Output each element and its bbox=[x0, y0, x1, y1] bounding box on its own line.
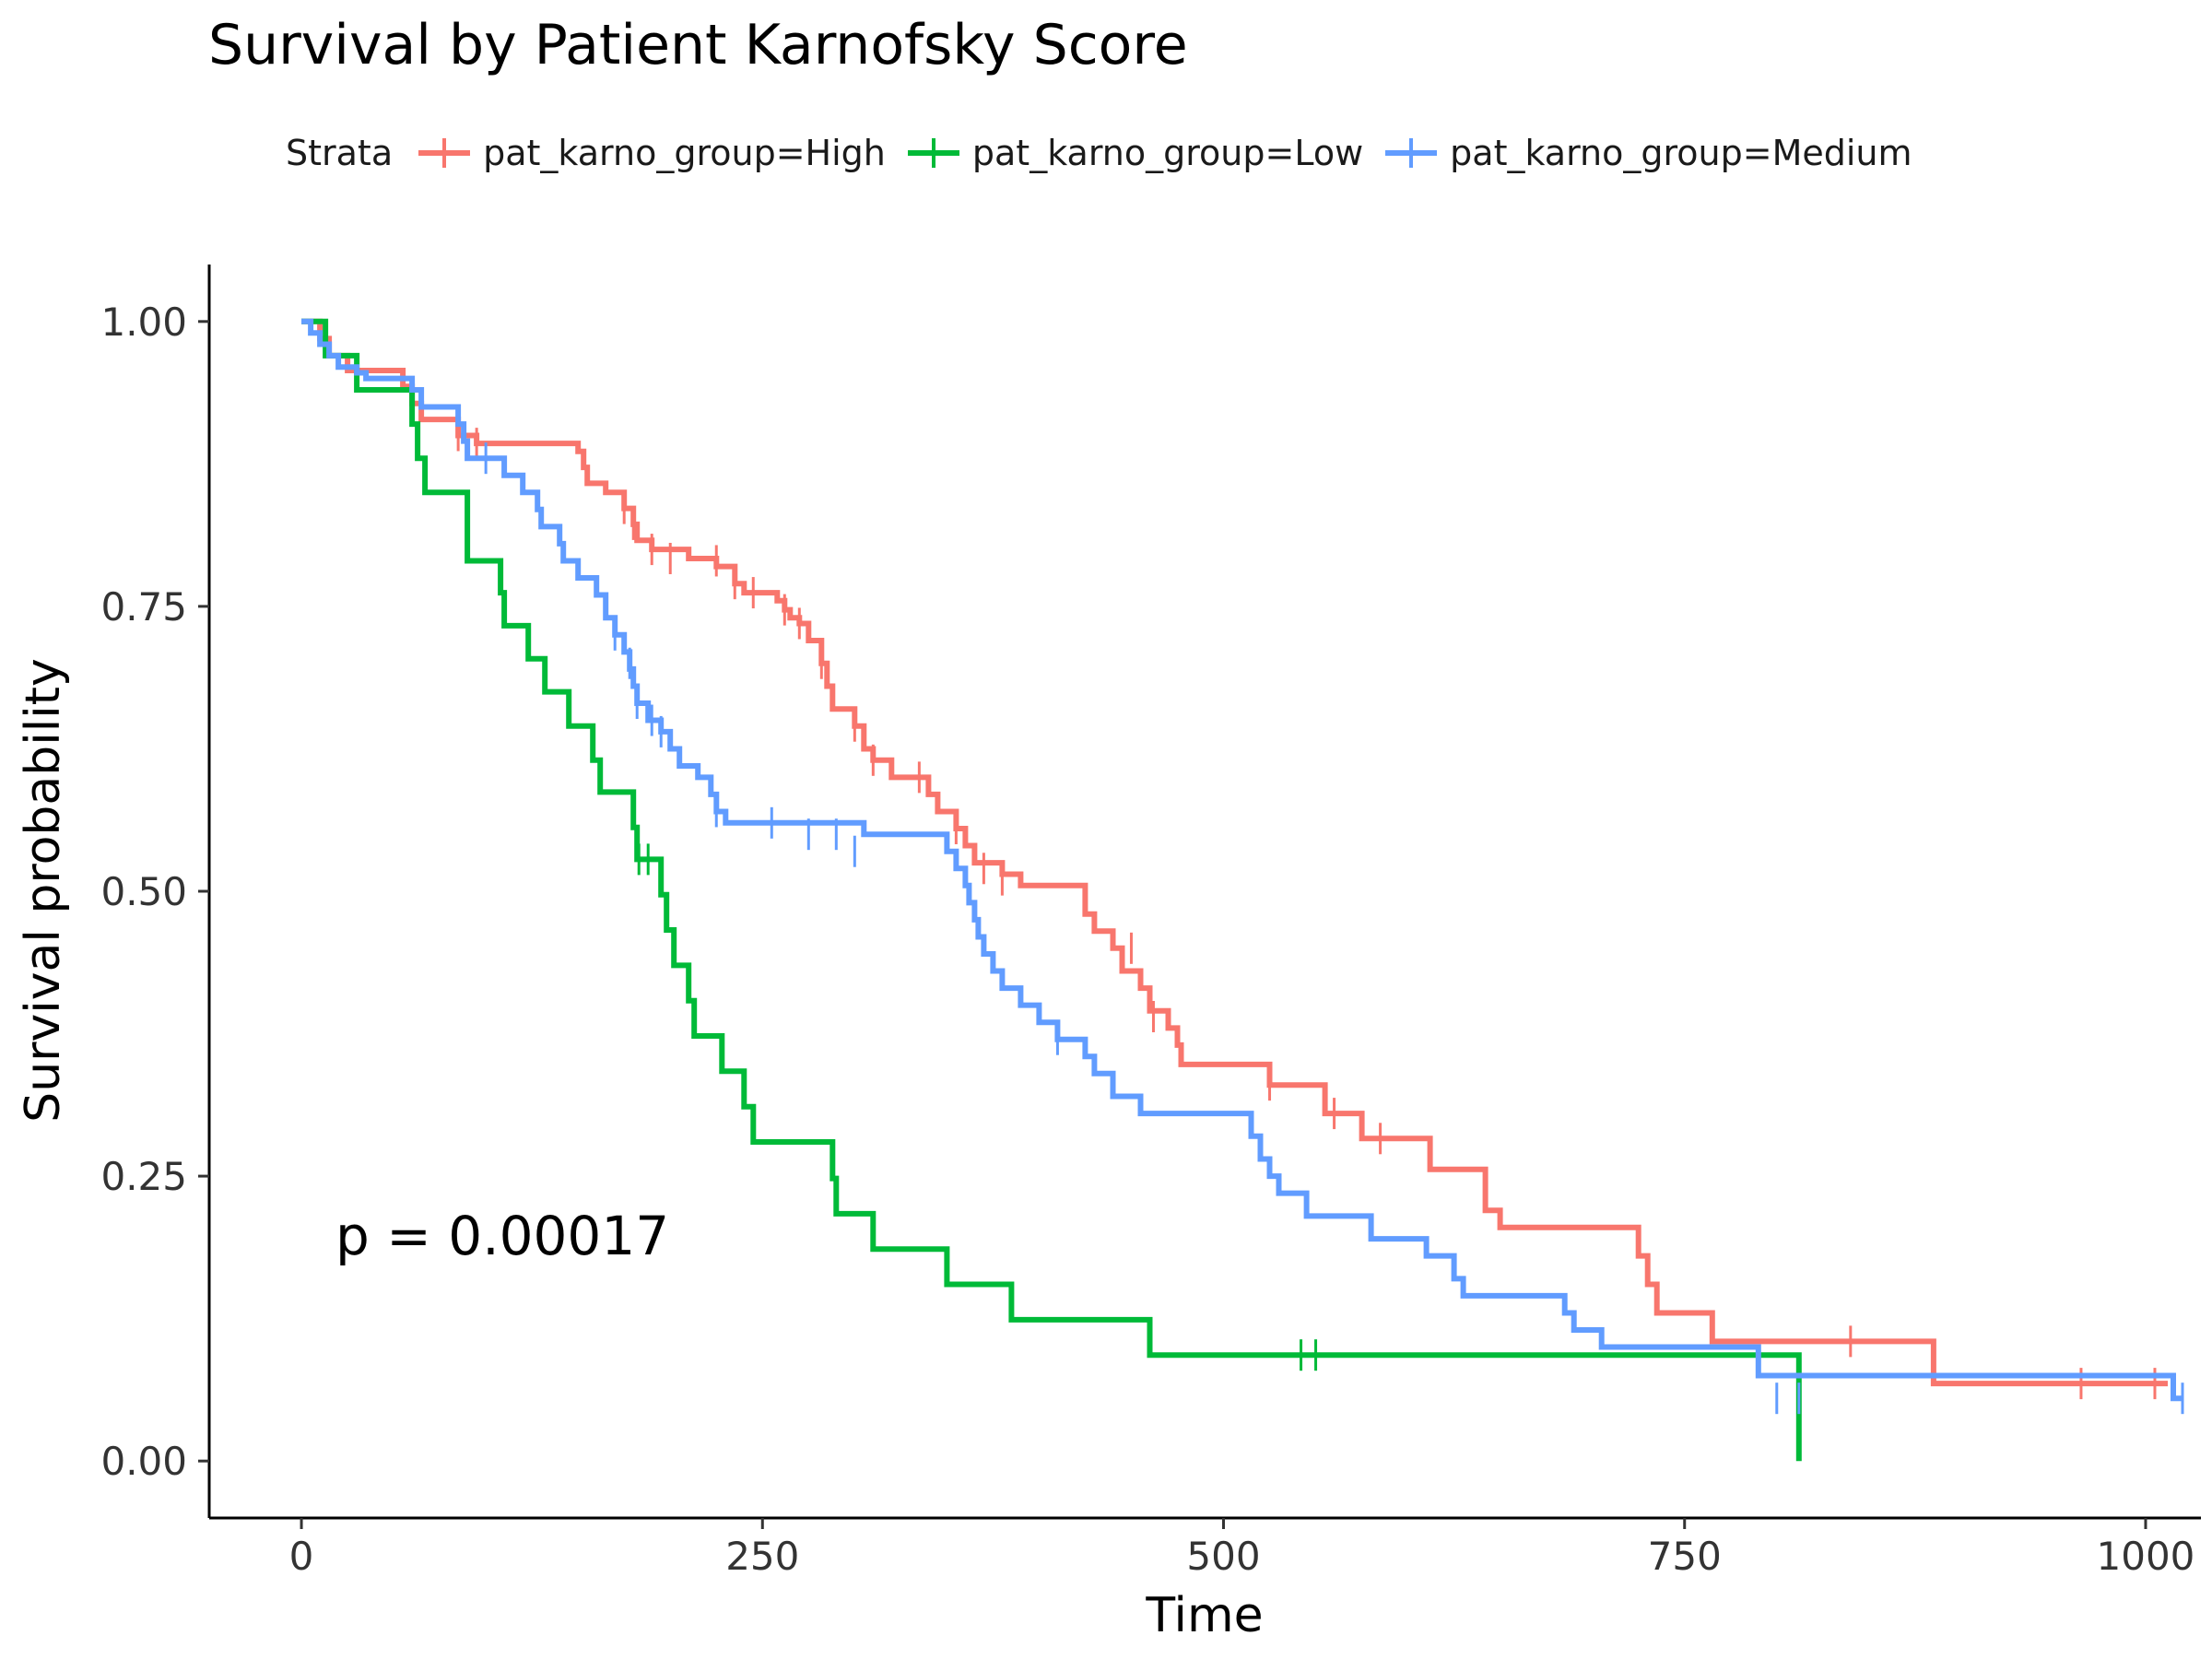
legend-label-medium: pat_karno_group=Medium bbox=[1450, 133, 1912, 173]
x-tick-label-250: 250 bbox=[725, 1534, 799, 1579]
survival-curves bbox=[301, 318, 2184, 1462]
x-tick-label-1000: 1000 bbox=[2097, 1534, 2195, 1579]
survival-line bbox=[301, 318, 2183, 1402]
p-value-annotation: p = 0.00017 bbox=[335, 1205, 669, 1267]
legend-item-medium: pat_karno_group=Medium bbox=[1385, 133, 1912, 173]
y-tick-label-2: 0.50 bbox=[100, 869, 187, 914]
y-tick-label-3: 0.75 bbox=[100, 584, 187, 629]
y-tick-label-0: 0.00 bbox=[100, 1439, 187, 1484]
series-medium bbox=[301, 318, 2184, 1415]
y-tick-label-1: 0.25 bbox=[100, 1154, 187, 1199]
axes: 0 250 500 750 1000 0.00 0.25 0.50 0.75 1.00 bbox=[100, 265, 2201, 1579]
y-axis-title: Survival probability bbox=[16, 658, 71, 1123]
series-high bbox=[301, 318, 2168, 1400]
series-low bbox=[301, 318, 1802, 1462]
x-tick-label-500: 500 bbox=[1186, 1534, 1260, 1579]
legend-key-high bbox=[418, 138, 471, 168]
y-tick-label-4: 1.00 bbox=[100, 300, 187, 345]
legend-label-low: pat_karno_group=Low bbox=[971, 133, 1364, 173]
legend-item-high: pat_karno_group=High bbox=[418, 133, 886, 173]
legend-key-low bbox=[907, 138, 959, 168]
chart-title: Survival by Patient Karnofsky Score bbox=[208, 13, 1188, 77]
legend-key-medium bbox=[1385, 138, 1438, 168]
legend-label-high: pat_karno_group=High bbox=[483, 133, 886, 173]
x-tick-label-750: 750 bbox=[1648, 1534, 1722, 1579]
survival-line bbox=[301, 318, 1802, 1462]
x-axis-title: Time bbox=[1145, 1588, 1263, 1643]
legend-title: Strata bbox=[286, 133, 394, 173]
survival-line bbox=[301, 318, 2168, 1387]
legend-item-low: pat_karno_group=Low bbox=[907, 133, 1364, 173]
legend: Strata pat_karno_group=High pat_karno_gr… bbox=[286, 133, 1935, 173]
x-tick-label-0: 0 bbox=[289, 1534, 314, 1579]
